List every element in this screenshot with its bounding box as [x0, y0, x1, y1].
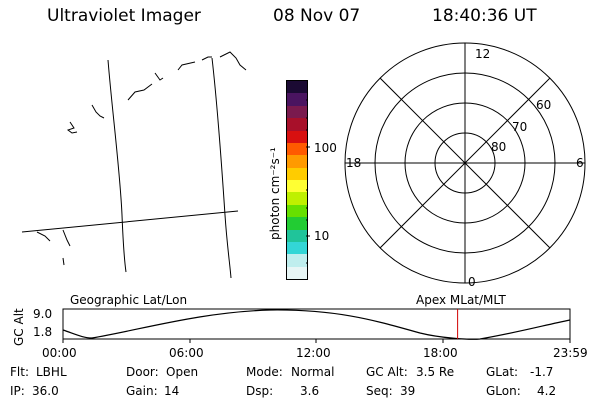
colorbar-segment	[287, 229, 307, 242]
colorbar-segment	[287, 180, 307, 193]
longitude-line	[107, 59, 127, 273]
seq-label: Seq:	[366, 384, 393, 398]
gcalt-value: 3.5 Re	[416, 365, 455, 379]
polar-panel-title: Apex MLat/MLT	[416, 293, 506, 307]
coastline	[62, 229, 71, 247]
glon-value: 4.2	[537, 384, 557, 398]
coastline	[219, 51, 247, 71]
altitude-ytick-low: 1.8	[33, 325, 53, 339]
colorbar-segment	[287, 142, 307, 156]
lat-label-70: 70	[512, 120, 528, 134]
colorbar-segment	[287, 118, 307, 131]
coastline	[91, 104, 105, 119]
mlt-label-6: 6	[576, 156, 584, 170]
colorbar-segment	[287, 167, 307, 180]
geographic-panel-title: Geographic Lat/Lon	[70, 293, 188, 307]
glat-value: -1.7	[530, 365, 554, 379]
colorbar-tick-10: 10	[314, 229, 330, 243]
dsp-label: Dsp:	[246, 384, 274, 398]
altitude-xtick-1200: 12:00	[296, 346, 331, 360]
ip-value: 36.0	[32, 384, 59, 398]
altitude-curve	[62, 309, 571, 340]
altitude-xtick-0000: 00:00	[42, 346, 77, 360]
dsp-value: 3.6	[300, 384, 320, 398]
gain-label: Gain:	[126, 384, 158, 398]
colorbar-segment	[287, 241, 307, 255]
mlt-diagonal	[379, 77, 551, 249]
mode-value: Normal	[291, 365, 335, 379]
time-label: 18:40:36 UT	[432, 6, 537, 26]
colorbar-segment	[287, 204, 307, 218]
mlt-label-18: 18	[346, 156, 362, 170]
gcalt-label: GC Alt:	[366, 365, 408, 379]
glon-label: GLon:	[486, 384, 521, 398]
altitude-xtick-0600: 06:00	[169, 346, 204, 360]
colorbar-segment	[287, 130, 307, 143]
colorbar-segment	[287, 217, 307, 230]
door-label: Door:	[126, 365, 159, 379]
coastline	[127, 83, 153, 101]
coastline	[62, 257, 65, 266]
seq-value: 39	[400, 384, 416, 398]
coastline	[177, 61, 196, 71]
colorbar-segment	[287, 105, 307, 119]
flt-value: LBHL	[36, 365, 67, 379]
gain-value: 14	[164, 384, 180, 398]
colorbar	[286, 80, 308, 280]
mlt-label-0: 0	[468, 275, 476, 289]
lat-label-60: 60	[536, 98, 552, 112]
colorbar-tick-100: 100	[314, 141, 337, 155]
flt-label: Flt:	[10, 365, 29, 379]
altitude-xtick-2359: 23:59	[553, 346, 588, 360]
colorbar-segment	[287, 81, 307, 94]
door-value: Open	[166, 365, 199, 379]
ip-label: IP:	[10, 384, 25, 398]
colorbar-segment	[287, 93, 307, 106]
colorbar-segment	[287, 266, 307, 279]
coastline	[201, 56, 212, 61]
colorbar-segment	[287, 155, 307, 168]
lat-label-80: 80	[491, 140, 507, 154]
colorbar-segment	[287, 192, 307, 205]
mode-label: Mode:	[246, 365, 283, 379]
coastline	[154, 72, 164, 81]
mlt-label-12: 12	[475, 47, 491, 61]
date-label: 08 Nov 07	[273, 6, 361, 26]
coastline	[66, 121, 78, 134]
coastline	[36, 231, 51, 242]
altitude-ytick-high: 9.0	[33, 307, 53, 321]
altitude-xtick-1800: 18:00	[423, 346, 458, 360]
instrument-title: Ultraviolet Imager	[47, 6, 201, 26]
latitude-line	[21, 210, 239, 233]
longitude-line	[211, 57, 232, 279]
glat-label: GLat:	[486, 365, 519, 379]
colorbar-segment	[287, 254, 307, 267]
altitude-plot-frame	[62, 308, 571, 340]
